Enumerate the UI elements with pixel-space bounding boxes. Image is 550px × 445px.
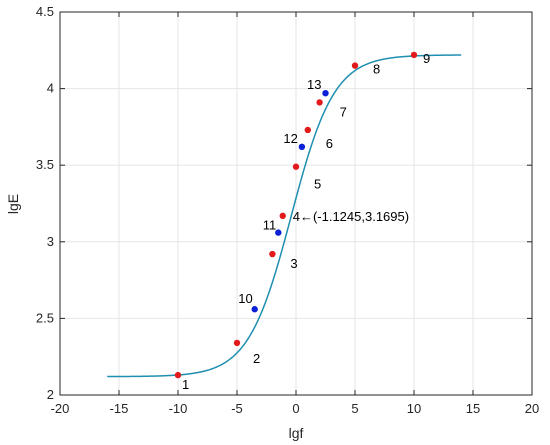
point-layer xyxy=(174,51,418,379)
data-point-5 xyxy=(292,163,300,170)
y-tick-label: 3.5 xyxy=(36,157,54,172)
data-point-8 xyxy=(351,62,359,69)
x-tick-label: 15 xyxy=(466,401,480,416)
point-label-2: 2 xyxy=(253,351,260,366)
x-tick-label: 5 xyxy=(351,401,358,416)
data-point-12 xyxy=(298,143,306,151)
grid-layer xyxy=(59,11,533,396)
point-label-3: 3 xyxy=(290,256,297,271)
data-point-1 xyxy=(174,371,182,379)
x-tick-label: -20 xyxy=(51,401,70,416)
data-point-11 xyxy=(275,229,282,236)
data-point-7 xyxy=(316,99,323,106)
point-label-12: 12 xyxy=(283,131,297,146)
y-tick-label: 2.5 xyxy=(36,310,54,325)
y-tick-label: 4.5 xyxy=(36,4,54,19)
point-label-6: 6 xyxy=(326,136,333,151)
data-point-4 xyxy=(279,212,286,220)
x-tick-label: -5 xyxy=(231,401,243,416)
y-axis-label: lgE xyxy=(5,194,21,214)
x-tick-label: -15 xyxy=(110,401,129,416)
x-tick-label: -10 xyxy=(169,401,188,416)
data-point-3 xyxy=(269,250,276,258)
point-label-10: 10 xyxy=(238,291,252,306)
curve-layer xyxy=(107,54,462,378)
x-tick-label: 10 xyxy=(407,401,421,416)
data-point-6 xyxy=(304,126,311,134)
point-label-5: 5 xyxy=(314,177,321,192)
y-tick-label: 2 xyxy=(47,387,54,402)
x-tick-label: 20 xyxy=(525,401,539,416)
y-tick-label: 4 xyxy=(47,81,54,96)
data-point-2 xyxy=(233,339,241,347)
point-label-8: 8 xyxy=(373,62,380,77)
y-tick-label: 3 xyxy=(47,234,54,249)
point-label-9: 9 xyxy=(423,51,430,66)
point-label-4: 4←(-1.1245,3.1695) xyxy=(293,209,409,224)
data-point-10 xyxy=(251,306,258,313)
data-point-9 xyxy=(410,51,418,59)
sigmoid-curve xyxy=(107,54,462,378)
point-label-1: 1 xyxy=(182,377,189,392)
data-point-13 xyxy=(322,89,329,97)
point-label-7: 7 xyxy=(340,104,347,119)
point-label-13: 13 xyxy=(307,77,321,92)
point-label-11: 11 xyxy=(263,218,277,233)
x-tick-label: 0 xyxy=(292,401,299,416)
x-axis-label: lgf xyxy=(289,425,304,441)
